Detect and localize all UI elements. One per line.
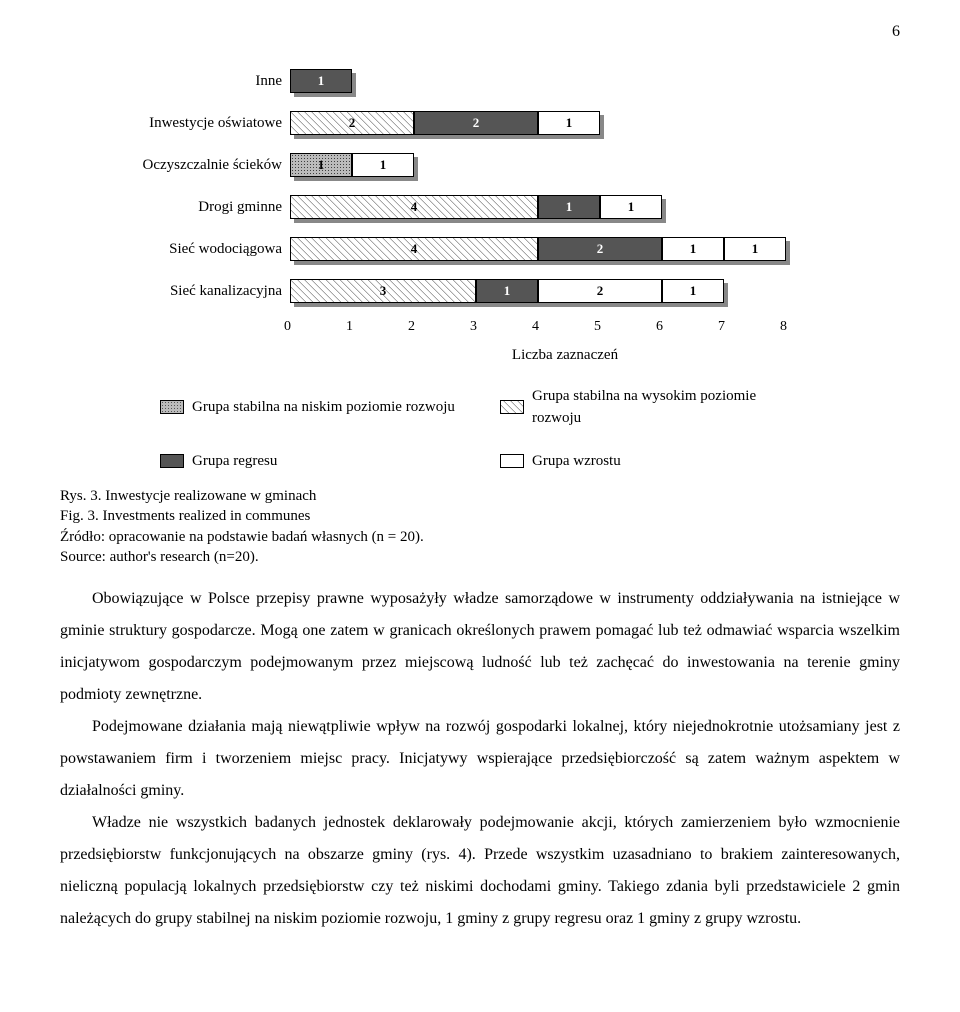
- bar-value: 1: [626, 197, 637, 217]
- caption-rys: Rys. 3. Inwestycje realizowane w gminach: [60, 486, 900, 506]
- bar-segment: 2: [290, 111, 414, 135]
- paragraph: Obowiązujące w Polsce przepisy prawne wy…: [60, 583, 900, 711]
- bar-segment: 1: [476, 279, 538, 303]
- bar-value: 1: [316, 71, 327, 91]
- bar-value: 1: [564, 113, 575, 133]
- bar-value: 1: [502, 281, 513, 301]
- paragraph: Władze nie wszystkich badanych jednostek…: [60, 807, 900, 935]
- legend-swatch: [160, 454, 184, 468]
- legend-item: Grupa wzrostu: [500, 450, 800, 473]
- bar-segment: 1: [352, 153, 414, 177]
- revenue-chart: Inne 1 Inwestycje oświatowe 2 2 1 Oczyszczalni…: [120, 64, 840, 472]
- x-axis: 012345678: [290, 316, 840, 340]
- body-text: Obowiązujące w Polsce przepisy prawne wy…: [60, 583, 900, 935]
- bar-value: 1: [750, 239, 761, 259]
- category-label: Sieć wodociągowa: [120, 238, 290, 261]
- chart-row: Inne 1: [120, 64, 840, 98]
- legend-label: Grupa wzrostu: [532, 450, 621, 473]
- legend-item: Grupa stabilna na niskim poziomie rozwoj…: [160, 385, 460, 430]
- chart-row: Oczyszczalnie ścieków11: [120, 148, 840, 182]
- bar-value: 2: [347, 113, 358, 133]
- category-label: Drogi gminne: [120, 196, 290, 219]
- bar-segment: 2: [538, 237, 662, 261]
- bar-value: 1: [688, 281, 699, 301]
- figure-caption: Rys. 3. Inwestycje realizowane w gminach…: [60, 486, 900, 567]
- bar-group: 3 1 2 1: [290, 279, 724, 303]
- chart-row: Sieć kanalizacyjna 3 1 2 1: [120, 274, 840, 308]
- bar-segment: 1: [662, 279, 724, 303]
- legend-swatch: [500, 454, 524, 468]
- x-axis-label: Liczba zaznaczeń: [290, 344, 840, 367]
- paragraph: Podejmowane działania mają niewątpliwie …: [60, 711, 900, 807]
- bar-group: 4 1 1: [290, 195, 662, 219]
- bar-value: 4: [409, 239, 420, 259]
- bar-segment: 2: [414, 111, 538, 135]
- bar-segment: 1: [538, 195, 600, 219]
- legend-label: Grupa regresu: [192, 450, 277, 473]
- bar-segment: 1: [600, 195, 662, 219]
- bar-value: 2: [595, 239, 606, 259]
- bar-group: 2 2 1: [290, 111, 600, 135]
- bar-segment: 1: [538, 111, 600, 135]
- chart-row: Drogi gminne 4 1 1: [120, 190, 840, 224]
- bar-segment: 3: [290, 279, 476, 303]
- legend-swatch: [500, 400, 524, 414]
- legend-label: Grupa stabilna na wysokim poziomie rozwo…: [532, 385, 800, 430]
- bar-segment: 4: [290, 195, 538, 219]
- bar-group: 11: [290, 153, 414, 177]
- bar-value: 1: [316, 155, 327, 175]
- chart-legend: Grupa stabilna na niskim poziomie rozwoj…: [130, 385, 830, 473]
- bar-value: 1: [688, 239, 699, 259]
- legend-item: Grupa stabilna na wysokim poziomie rozwo…: [500, 385, 800, 430]
- bar-value: 3: [378, 281, 389, 301]
- caption-source-en: Source: author's research (n=20).: [60, 547, 900, 567]
- chart-row: Sieć wodociągowa 4 2 1 1: [120, 232, 840, 266]
- chart-row: Inwestycje oświatowe 2 2 1: [120, 106, 840, 140]
- category-label: Inwestycje oświatowe: [120, 112, 290, 135]
- caption-fig: Fig. 3. Investments realized in communes: [60, 506, 900, 526]
- legend-swatch: [160, 400, 184, 414]
- bar-value: 1: [378, 155, 389, 175]
- bar-segment: 1: [724, 237, 786, 261]
- bar-value: 2: [471, 113, 482, 133]
- bar-segment: 2: [538, 279, 662, 303]
- category-label: Sieć kanalizacyjna: [120, 280, 290, 303]
- caption-source-pl: Źródło: opracowanie na podstawie badań w…: [60, 527, 900, 547]
- legend-label: Grupa stabilna na niskim poziomie rozwoj…: [192, 396, 455, 419]
- bar-group: 1: [290, 69, 352, 93]
- bar-segment: 1: [290, 69, 352, 93]
- legend-item: Grupa regresu: [160, 450, 460, 473]
- bar-value: 2: [595, 281, 606, 301]
- page-number: 6: [60, 20, 900, 44]
- bar-segment: 1: [662, 237, 724, 261]
- bar-segment: 1: [290, 153, 352, 177]
- bar-segment: 4: [290, 237, 538, 261]
- category-label: Oczyszczalnie ścieków: [120, 154, 290, 177]
- bar-value: 4: [409, 197, 420, 217]
- bar-group: 4 2 1 1: [290, 237, 786, 261]
- category-label: Inne: [120, 70, 290, 93]
- bar-value: 1: [564, 197, 575, 217]
